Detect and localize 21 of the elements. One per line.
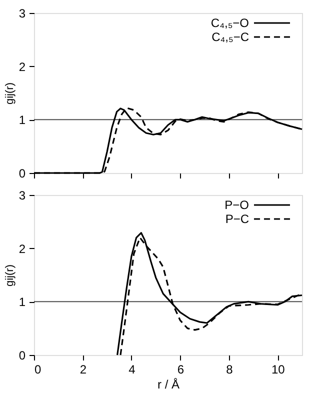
- x-axis-title: r / Å: [157, 378, 180, 392]
- legend-label: C₄,₅−C: [212, 30, 250, 44]
- y-tick-label: 0: [18, 166, 26, 180]
- y-tick-label: 3: [18, 6, 26, 20]
- y-tick-label: 0: [18, 348, 26, 362]
- y-tick-label: 2: [18, 60, 26, 74]
- legend-label: P−O: [224, 198, 249, 212]
- x-tick-label: 10: [271, 362, 286, 376]
- y-tick-label: 1: [18, 295, 26, 310]
- x-tick-label: 8: [226, 362, 234, 376]
- x-tick-label: 6: [177, 362, 184, 376]
- y-axis-title: gij(r): [4, 82, 16, 104]
- legend-label: C₄,₅−O: [210, 16, 249, 30]
- y-axis-title: gij(r): [4, 264, 16, 286]
- legend-label: P−C: [225, 212, 250, 226]
- x-tick-label: 2: [80, 362, 87, 376]
- x-tick-label: 4: [128, 362, 136, 376]
- y-tick-label: 1: [18, 113, 26, 128]
- y-tick-label: 3: [18, 188, 26, 202]
- x-tick-label: 0: [34, 362, 42, 376]
- y-tick-label: 2: [18, 242, 26, 256]
